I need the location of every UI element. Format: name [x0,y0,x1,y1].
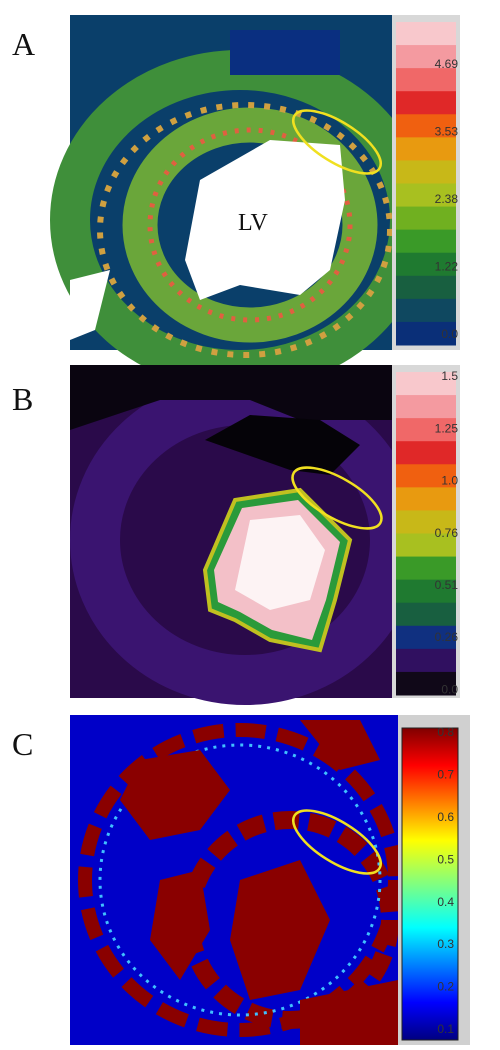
heatmap-a [50,15,430,390]
colorbar-tick-label: 0.76 [435,526,459,540]
colorbar-band [396,510,456,534]
annotation: LV [238,210,268,236]
colorbar-band [396,229,456,254]
colorbar-band [396,579,456,604]
colorbar-band [396,91,456,115]
colorbar-band [396,671,456,696]
colorbar-band [396,321,456,346]
colorbar-band [396,137,456,161]
colorbar-tick-label: 1.5 [441,369,458,383]
colorbar-c-ticks: 0.8 0.7 0.6 0.5 0.4 0.3 0.2 0.1 [437,725,454,1036]
colorbar-tick-label: 0.7 [437,768,454,782]
colorbar-c [401,727,459,1041]
colorbar-band [396,45,456,69]
colorbar-tick-label: 0.0 [441,682,458,696]
panel-label: A [12,26,35,62]
colorbar-band [396,441,456,465]
colorbar-tick-label: 0.8 [437,725,454,739]
colorbar-band [396,418,456,442]
colorbar-tick-label: 0.0 [441,327,458,341]
colorbar-band [396,487,456,511]
heatmap-c [70,715,402,1045]
colorbar-band [396,395,456,419]
colorbar-tick-label: 1.0 [441,474,458,488]
colorbar-tick-label: 1.25 [435,421,459,435]
colorbar-band [396,275,456,300]
colorbar-band [396,252,456,277]
colorbar-band [396,556,456,581]
colorbar-tick-label: 0.6 [437,810,454,824]
colorbar-tick-label: 2.38 [435,192,459,206]
colorbar-band [396,602,456,627]
colorbar-tick-label: 4.69 [435,57,459,71]
panel-label: C [12,726,33,762]
colorbar-tick-label: 0.3 [437,937,454,951]
colorbar-tick-label: 3.53 [435,125,459,139]
colorbar-band [396,464,456,488]
colorbar-band [396,372,456,396]
colorbar-band [396,160,456,184]
panel-label: B [12,381,33,417]
colorbar-band [396,625,456,650]
heatmap-b [70,365,420,705]
colorbar-tick-label: 1.22 [435,260,459,274]
colorbar-b: 1.5 1.25 1.0 0.76 0.51 0.26 0.0 [396,369,458,696]
colorbar-band [396,22,456,46]
colorbar-tick-label: 0.1 [437,1022,454,1036]
colorbar-band [396,648,456,673]
colorbar-a: 4.69 3.53 2.38 1.22 0.0 [396,22,458,346]
colorbar-tick-label: 0.2 [437,980,454,994]
colorbar-tick-label: 0.5 [437,852,454,866]
colorbar-band [396,183,456,208]
colorbar-band [396,68,456,92]
colorbar-tick-label: 0.51 [435,578,459,592]
colorbar-band [396,298,456,323]
colorbar-band [396,533,456,558]
colorbar-tick-label: 0.4 [437,895,454,909]
colorbar-band [396,114,456,138]
colorbar-band [396,206,456,231]
colorbar-tick-label: 0.26 [435,630,459,644]
